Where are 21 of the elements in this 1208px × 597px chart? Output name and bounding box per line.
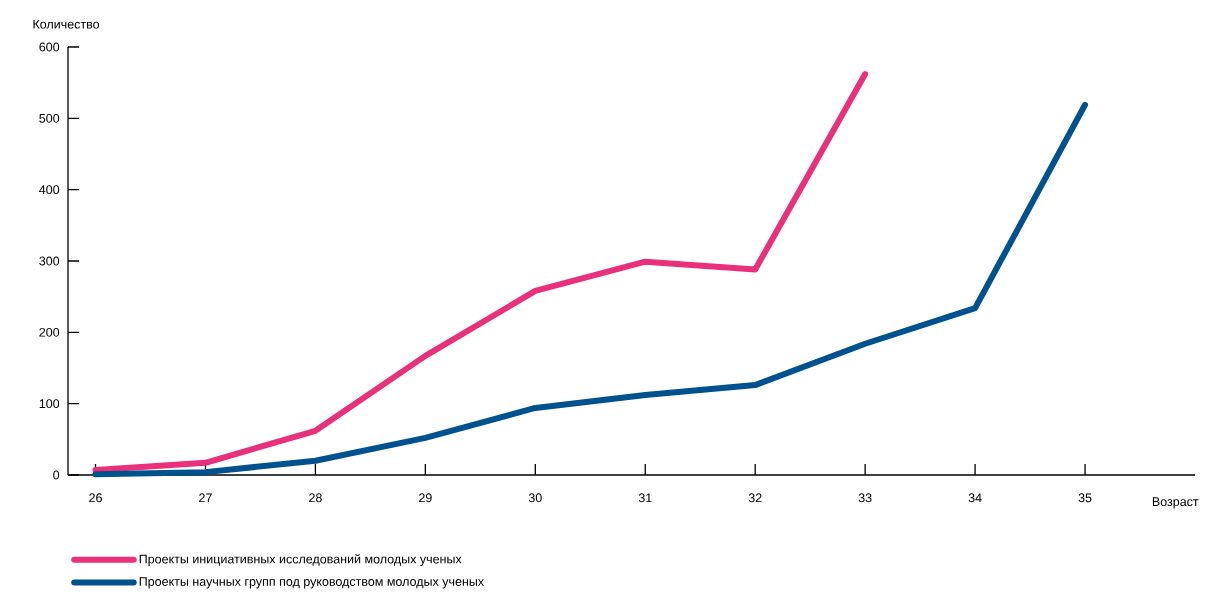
legend-label: Проекты научных групп под руководством молодых ученых	[139, 577, 484, 589]
x-tick-label: 35	[1078, 493, 1092, 503]
legend-label: Проекты инициативных исследований молодых ученых	[139, 554, 462, 566]
x-tick-label: 30	[528, 493, 542, 503]
x-tick-label: 34	[968, 493, 982, 503]
x-tick-label: 27	[199, 493, 212, 503]
x-tick-label: 28	[309, 493, 322, 503]
x-axis-title: Возраст	[1152, 497, 1199, 509]
x-tick-label: 32	[748, 493, 762, 503]
y-axis-title: Количество	[33, 19, 100, 29]
y-tick-label: 100	[39, 399, 60, 409]
y-tick-label: 300	[39, 256, 60, 266]
y-tick-label: 400	[39, 185, 60, 195]
y-tick-label: 600	[39, 42, 60, 52]
y-tick-label: 500	[39, 113, 60, 123]
x-tick-label: 33	[858, 493, 872, 503]
x-tick-label: 29	[419, 493, 432, 503]
y-tick-label: 200	[39, 327, 60, 337]
x-tick-label: 26	[89, 493, 102, 503]
y-tick-label: 0	[53, 470, 60, 480]
x-tick-label: 31	[638, 493, 652, 503]
